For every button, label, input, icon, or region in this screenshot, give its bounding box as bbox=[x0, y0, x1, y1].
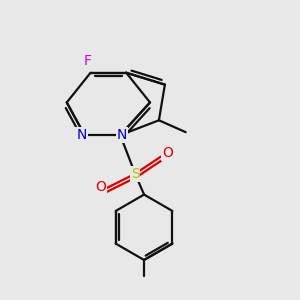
Text: N: N bbox=[117, 128, 127, 142]
Text: O: O bbox=[95, 180, 106, 194]
Text: N: N bbox=[76, 128, 87, 142]
Text: O: O bbox=[162, 146, 173, 160]
Text: F: F bbox=[84, 54, 92, 68]
Text: S: S bbox=[131, 167, 140, 181]
